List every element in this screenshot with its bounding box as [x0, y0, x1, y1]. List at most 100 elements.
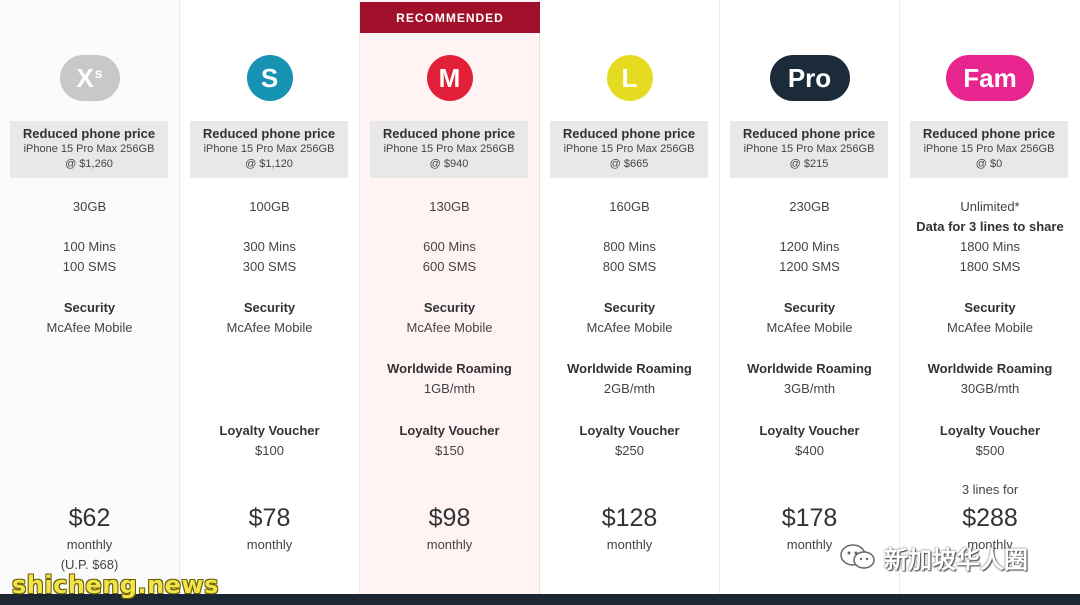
- plan-column-s[interactable]: S Reduced phone price iPhone 15 Pro Max …: [180, 0, 360, 594]
- lines-note: 3 lines for: [961, 482, 1019, 497]
- plan-badge-l: L: [606, 55, 653, 101]
- sms-count: 1800 SMS: [959, 259, 1021, 274]
- plan-column-pro[interactable]: Pro Reduced phone price iPhone 15 Pro Ma…: [720, 0, 900, 594]
- promo-model: iPhone 15 Pro Max 256GB: [923, 143, 1055, 155]
- plan-badge-label: M: [438, 62, 461, 93]
- plan-column-l[interactable]: L Reduced phone price iPhone 15 Pro Max …: [540, 0, 720, 594]
- promo-price: @ $1,260: [65, 158, 113, 170]
- talk-minutes: 600 Mins: [423, 239, 476, 254]
- talk-minutes: 1800 Mins: [960, 239, 1020, 254]
- promo-price: @ $665: [609, 158, 649, 170]
- promo-title: Reduced phone price: [22, 126, 156, 141]
- plan-price: $78: [248, 504, 291, 532]
- roaming-value: 30GB/mth: [960, 381, 1020, 396]
- usual-price-note: (U.P. $68): [60, 557, 119, 572]
- promo-box: Reduced phone price iPhone 15 Pro Max 25…: [10, 121, 168, 178]
- roaming-value: 3GB/mth: [783, 381, 836, 396]
- talk-minutes: 100 Mins: [63, 239, 116, 254]
- promo-box: Reduced phone price iPhone 15 Pro Max 25…: [370, 121, 528, 178]
- roaming-title: Worldwide Roaming: [567, 361, 692, 376]
- security-value: McAfee Mobile: [226, 320, 313, 335]
- data-allowance: 130GB: [429, 199, 470, 214]
- promo-title: Reduced phone price: [562, 126, 696, 141]
- data-share-note: Data for 3 lines to share: [916, 219, 1064, 234]
- security-title: Security: [783, 300, 836, 315]
- security-value: McAfee Mobile: [586, 320, 673, 335]
- wechat-watermark: 新加坡华人圈: [838, 540, 1028, 574]
- security-title: Security: [63, 300, 116, 315]
- data-allowance: Unlimited*: [960, 199, 1020, 214]
- security-title: Security: [603, 300, 656, 315]
- loyalty-title: Loyalty Voucher: [399, 423, 500, 438]
- loyalty-title: Loyalty Voucher: [939, 423, 1041, 438]
- data-allowance: 230GB: [789, 199, 830, 214]
- plan-badge-label: Pro: [787, 62, 832, 93]
- price-period: monthly: [967, 537, 1013, 552]
- promo-model: iPhone 15 Pro Max 256GB: [563, 143, 695, 155]
- promo-model: iPhone 15 Pro Max 256GB: [23, 143, 155, 155]
- plan-price: $98: [428, 504, 471, 532]
- promo-box: Reduced phone price iPhone 15 Pro Max 25…: [910, 121, 1068, 178]
- plan-price: $128: [601, 504, 658, 532]
- plan-badge-sup: s: [94, 65, 103, 81]
- loyalty-value: $250: [615, 443, 644, 458]
- price-period: monthly: [426, 537, 473, 552]
- promo-price: @ $0: [975, 158, 1003, 170]
- loyalty-value: $400: [795, 443, 824, 458]
- plan-column-fam[interactable]: Fam Reduced phone price iPhone 15 Pro Ma…: [900, 0, 1080, 594]
- recommended-banner: RECOMMENDED: [360, 2, 540, 33]
- promo-title: Reduced phone price: [382, 126, 516, 141]
- promo-title: Reduced phone price: [202, 126, 336, 141]
- plan-badge-s: S: [246, 55, 293, 101]
- wechat-icon: [838, 542, 878, 572]
- data-allowance: 160GB: [609, 199, 650, 214]
- loyalty-title: Loyalty Voucher: [759, 423, 860, 438]
- roaming-title: Worldwide Roaming: [747, 361, 872, 376]
- promo-price: @ $1,120: [245, 158, 293, 170]
- plan-badge-pro: Pro: [769, 55, 850, 101]
- security-value: McAfee Mobile: [406, 320, 493, 335]
- plan-price: $178: [781, 504, 838, 532]
- security-title: Security: [964, 300, 1016, 315]
- promo-model: iPhone 15 Pro Max 256GB: [203, 143, 335, 155]
- promo-price: @ $940: [429, 158, 469, 170]
- roaming-title: Worldwide Roaming: [927, 361, 1053, 376]
- wechat-account-name: 新加坡华人圈: [884, 545, 1028, 574]
- loyalty-value: $500: [975, 443, 1005, 458]
- promo-price: @ $215: [789, 158, 829, 170]
- loyalty-title: Loyalty Voucher: [579, 423, 680, 438]
- sms-count: 800 SMS: [602, 259, 657, 274]
- plan-price: $62: [68, 504, 111, 532]
- loyalty-value: $100: [255, 443, 284, 458]
- sms-count: 300 SMS: [242, 259, 297, 274]
- talk-minutes: 1200 Mins: [779, 239, 840, 254]
- plan-badge-fam: Fam: [946, 55, 1034, 101]
- promo-title: Reduced phone price: [742, 126, 876, 141]
- site-watermark: shicheng.news: [12, 571, 219, 599]
- loyalty-value: $150: [435, 443, 464, 458]
- roaming-title: Worldwide Roaming: [387, 361, 512, 376]
- data-allowance: 30GB: [72, 199, 107, 214]
- sms-count: 1200 SMS: [779, 259, 840, 274]
- promo-box: Reduced phone price iPhone 15 Pro Max 25…: [190, 121, 348, 178]
- roaming-value: 1GB/mth: [423, 381, 476, 396]
- security-value: McAfee Mobile: [46, 320, 133, 335]
- security-title: Security: [243, 300, 296, 315]
- plan-badge-m: M: [426, 55, 473, 101]
- security-title: Security: [423, 300, 476, 315]
- plan-column-m[interactable]: RECOMMENDED M Reduced phone price iPhone…: [360, 0, 540, 594]
- sms-count: 600 SMS: [422, 259, 477, 274]
- sms-count: 100 SMS: [62, 259, 117, 274]
- security-value: McAfee Mobile: [766, 320, 853, 335]
- plan-badge-label: L: [621, 62, 638, 93]
- plan-badge-label: X: [76, 62, 94, 93]
- loyalty-title: Loyalty Voucher: [219, 423, 320, 438]
- promo-model: iPhone 15 Pro Max 256GB: [383, 143, 515, 155]
- price-period: monthly: [66, 537, 113, 552]
- roaming-value: 2GB/mth: [603, 381, 656, 396]
- talk-minutes: 300 Mins: [243, 239, 296, 254]
- plan-badge-label: S: [260, 62, 279, 93]
